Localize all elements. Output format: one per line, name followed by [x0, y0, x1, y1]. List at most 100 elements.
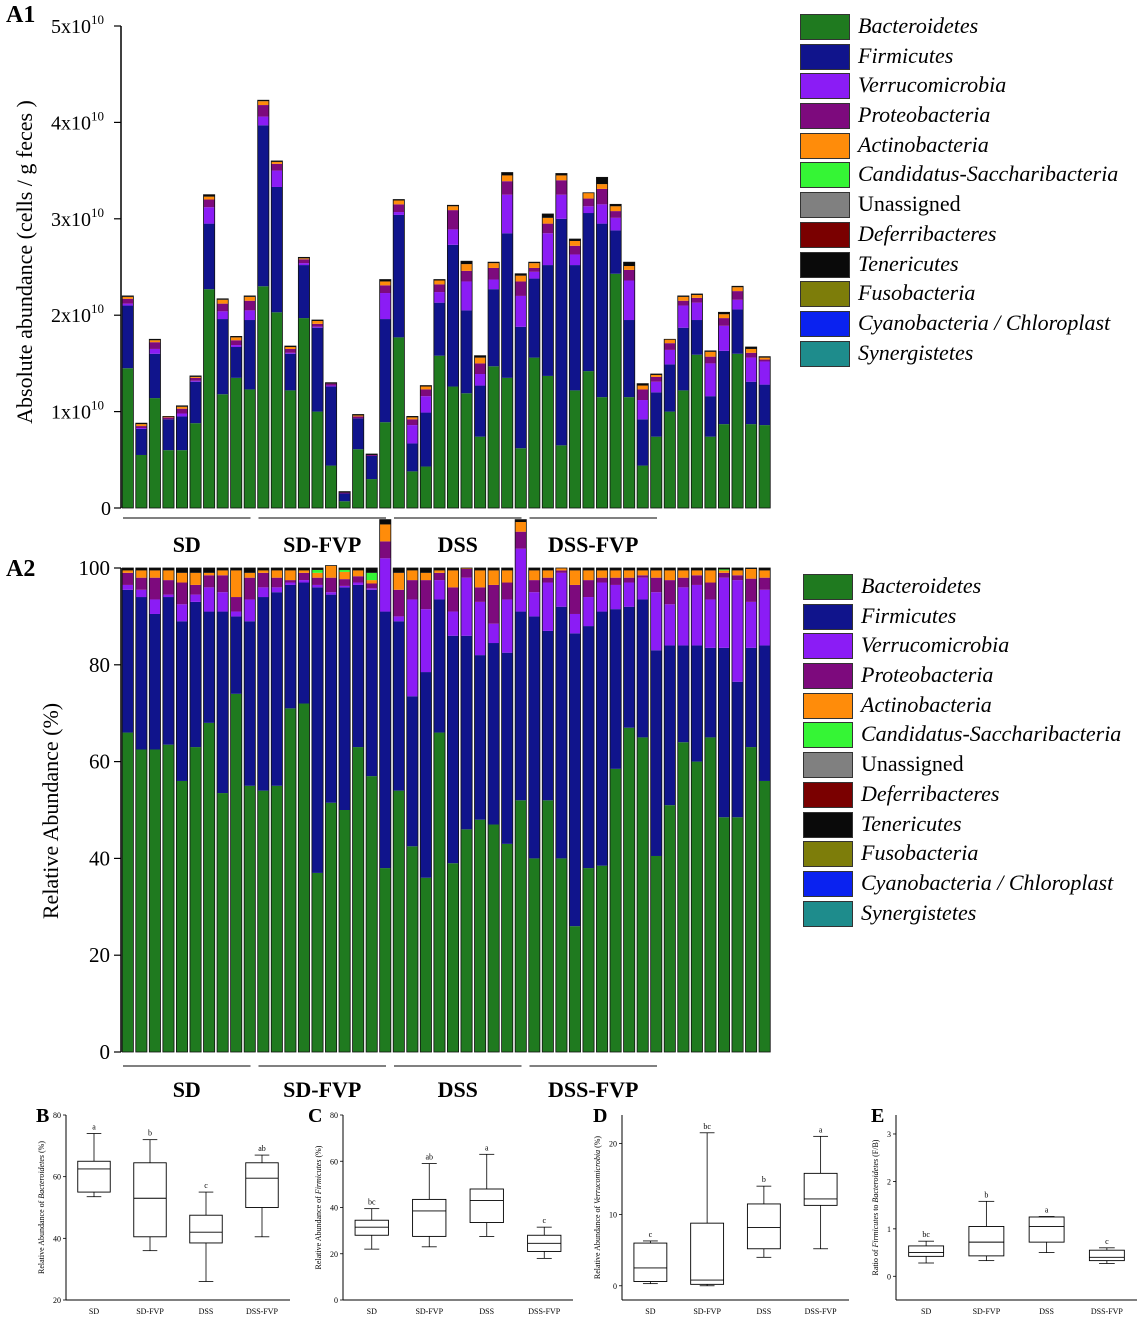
panel-a2-group-labels: SD SD-FVP DSS DSS-FVP	[123, 1065, 657, 1102]
bar-segment-proteobacteria	[501, 181, 513, 195]
bar-segment-proteobacteria	[325, 577, 337, 593]
y-tick-label: 60	[330, 1157, 338, 1166]
legend-swatch	[800, 221, 850, 248]
bar-outline	[379, 519, 392, 1053]
legend-label: Cyanobacteria / Chloroplast	[858, 309, 1111, 335]
significance-letter: a	[92, 1123, 96, 1132]
bar-segment-actinobacteria	[366, 580, 378, 584]
legend-swatch	[800, 162, 850, 189]
bar-segment-firmicutes	[718, 647, 730, 818]
bar-segment-bacteroidetes	[664, 411, 676, 508]
bar-segment-actinobacteria	[610, 570, 622, 578]
group-label: DSS	[438, 1077, 478, 1102]
bar-segment-other	[488, 568, 500, 571]
legend-swatch	[803, 781, 853, 808]
y-tick-label: 100	[79, 556, 111, 580]
panel-a2-ylabel: Relative Abundance (%)	[38, 703, 63, 919]
bar-outline	[596, 176, 609, 509]
bar-segment-firmicutes	[474, 655, 486, 820]
bar-outline	[270, 567, 283, 1053]
bar-segment-other	[745, 347, 757, 349]
bar-segment-actinobacteria	[582, 570, 595, 581]
significance-letter: ab	[258, 1144, 266, 1153]
legend-label: Tenericutes	[858, 250, 959, 276]
bar-segment-firmicutes	[745, 381, 757, 425]
legend-swatch	[800, 310, 850, 337]
bar-segment-firmicutes	[596, 223, 608, 398]
bar-segment-verrucomicrobia	[623, 582, 635, 607]
bar-segment-actinobacteria	[271, 570, 283, 578]
y-tick-label: 10	[609, 1211, 617, 1220]
bar-segment-verrucomicrobia	[149, 599, 161, 614]
bar-segment-other	[691, 568, 703, 571]
bar-segment-actinobacteria	[623, 570, 635, 578]
bar-segment-proteobacteria	[637, 389, 649, 401]
bar-segment-firmicutes	[569, 265, 581, 391]
x-tick-label: SD	[645, 1307, 655, 1316]
bar-segment-actinobacteria	[189, 376, 202, 378]
bar-outline	[230, 336, 243, 509]
bar-segment-actinobacteria	[623, 266, 635, 270]
bar-segment-bacteroidetes	[311, 872, 324, 1052]
bar-segment-actinobacteria	[596, 570, 608, 578]
y-tick-label: 3x1010	[51, 205, 104, 231]
bar-segment-other	[596, 568, 608, 571]
bar-outline	[297, 256, 310, 509]
bar-outline	[216, 298, 229, 509]
bar-segment-bacteroidetes	[582, 371, 595, 508]
bar-outline	[745, 567, 758, 1053]
bar-segment-firmicutes	[366, 589, 378, 777]
bar-segment-other	[420, 568, 432, 573]
bar-segment-verrucomicrobia	[569, 613, 581, 634]
bar-segment-proteobacteria	[555, 570, 567, 573]
bar-segment-other	[311, 568, 324, 570]
bar-segment-actinobacteria	[406, 417, 418, 420]
bar-segment-firmicutes	[189, 381, 202, 424]
bar-segment-firmicutes	[664, 645, 676, 806]
bar-segment-verrucomicrobia	[325, 592, 337, 595]
bar-outline	[135, 567, 148, 1053]
bar-outline	[392, 199, 405, 509]
bar-segment-verrucomicrobia	[284, 582, 296, 585]
bar-segment-actinobacteria	[474, 357, 486, 364]
bar-segment-verrucomicrobia	[488, 623, 500, 644]
box-iqr	[1028, 1216, 1065, 1243]
bar-segment-bacteroidetes	[637, 465, 649, 508]
bar-segment-bacteroidetes	[596, 397, 608, 508]
bar-segment-actinobacteria	[515, 275, 527, 282]
bar-segment-proteobacteria	[447, 587, 459, 612]
bar-segment-verrucomicrobia	[149, 348, 161, 354]
bar-segment-proteobacteria	[650, 577, 662, 593]
bar-outline	[474, 355, 487, 509]
box-iqr	[354, 1219, 389, 1236]
panel-a1-group-labels: SD SD-FVP DSS DSS-FVP	[123, 517, 657, 557]
legend-swatch	[800, 340, 850, 367]
bar-segment-firmicutes	[244, 621, 256, 786]
bar-segment-bacteroidetes	[393, 337, 405, 508]
bar-segment-firmicutes	[230, 616, 242, 694]
bar-segment-other	[515, 273, 527, 276]
bar-segment-bacteroidetes	[501, 843, 513, 1052]
bar-segment-verrucomicrobia	[135, 589, 147, 598]
bar-segment-proteobacteria	[582, 580, 595, 598]
bar-segment-verrucomicrobia	[596, 204, 608, 224]
bar-segment-firmicutes	[637, 599, 649, 738]
bar-outline	[189, 375, 202, 509]
bar-segment-proteobacteria	[162, 580, 175, 595]
bar-segment-firmicutes	[122, 589, 134, 733]
bar-segment-firmicutes	[271, 186, 283, 313]
panel-a1-letter: A1	[6, 2, 35, 28]
box-sd: a SD	[77, 1123, 111, 1316]
bar-segment-verrucomicrobia	[189, 594, 202, 602]
bar-segment-proteobacteria	[393, 204, 405, 213]
bar-segment-proteobacteria	[488, 267, 500, 280]
bar-segment-verrucomicrobia	[379, 558, 391, 612]
significance-letter: bc	[368, 1198, 376, 1207]
bar-segment-firmicutes	[189, 601, 202, 748]
bar-segment-bacteroidetes	[149, 749, 161, 1052]
bar-segment-verrucomicrobia	[460, 577, 473, 636]
box-iqr	[803, 1172, 838, 1206]
bar-outline	[474, 567, 487, 1053]
bar-segment-proteobacteria	[352, 416, 364, 419]
bar-segment-other	[542, 568, 554, 571]
